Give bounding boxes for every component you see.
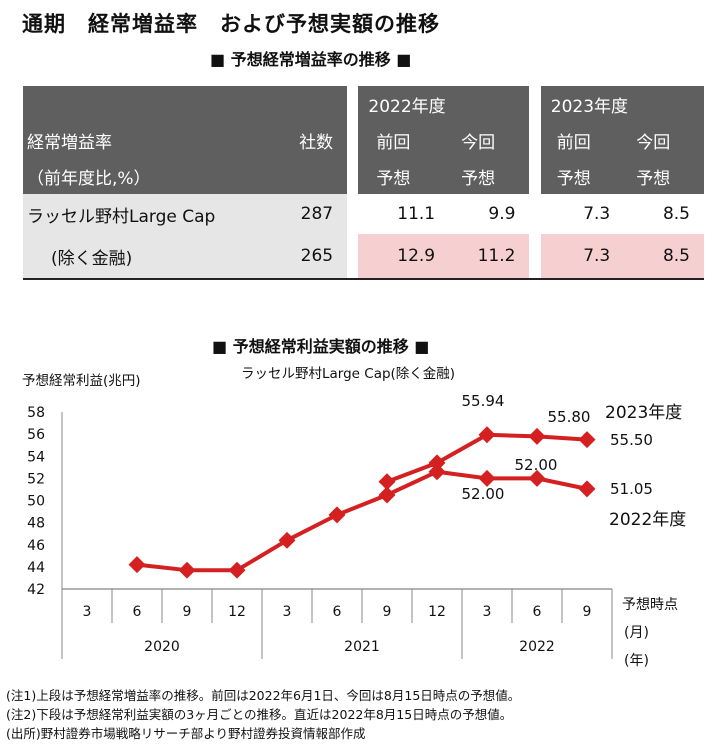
x-tick-label: 12 <box>228 604 246 620</box>
data-point <box>578 480 596 498</box>
year-unit: (年) <box>624 653 649 669</box>
year-label: 2022 <box>519 639 555 655</box>
note-2: (注2)下段は予想経常利益実額の3ヶ月ごとの推移。直近は2022年8月15日時点… <box>6 707 513 722</box>
table-row: (除く金融) 265 12.9 11.2 7.3 8.5 <box>23 234 704 280</box>
data-label: 52.00 <box>515 456 558 474</box>
fy2022-prev-header: 前回 <box>358 122 450 158</box>
fy2023-curr-header-2: 予想 <box>624 158 704 194</box>
count-header: 社数 <box>270 122 348 158</box>
y-axis-label: 予想経常利益(兆円) <box>22 373 141 389</box>
y-tick-label: 58 <box>27 405 45 421</box>
year-label: 2020 <box>144 639 180 655</box>
data-label: 51.05 <box>610 480 653 498</box>
data-label: 55.80 <box>548 408 591 426</box>
data-point <box>128 556 146 574</box>
series-label-fy2023: 2023年度 <box>605 403 682 423</box>
growth-rate-table: 2022年度 2023年度 経常増益率 社数 前回 今回 前回 今回 （前年度比… <box>23 86 704 280</box>
row-fy2023-prev: 7.3 <box>583 204 611 224</box>
chart-title: ■ 予想経常利益実額の推移 ■ <box>212 337 430 356</box>
fy2023-prev-header-2: 予想 <box>540 158 625 194</box>
series-label-fy2022: 2022年度 <box>609 510 686 530</box>
data-point <box>428 454 446 472</box>
row-fy2023-curr: 8.5 <box>624 234 704 280</box>
data-point <box>178 561 196 579</box>
x-tick-label: 9 <box>183 604 192 620</box>
row-fy2023-prev: 7.3 <box>540 234 625 280</box>
x-tick-label: 6 <box>133 604 142 620</box>
row-fy2022-curr: 11.2 <box>449 234 530 280</box>
data-point <box>378 486 396 504</box>
notes: (注1)上段は予想経常増益率の推移。前回は2022年6月1日、今回は8月15日時… <box>6 686 520 743</box>
fy2022-header: 2022年度 <box>358 86 530 122</box>
row-fy2023-curr: 8.5 <box>662 204 690 224</box>
y-tick-label: 56 <box>27 427 45 443</box>
data-point <box>528 427 546 445</box>
x-tick-label: 9 <box>383 604 392 620</box>
fy2023-prev-header: 前回 <box>540 122 625 158</box>
table-title: ■ 予想経常増益率の推移 ■ <box>210 50 412 69</box>
data-point <box>228 561 246 579</box>
data-label: 55.50 <box>610 431 653 449</box>
data-point <box>428 463 446 481</box>
y-tick-label: 42 <box>27 582 45 598</box>
data-point <box>278 531 296 549</box>
row-fy2022-prev: 12.9 <box>358 234 450 280</box>
series-line-fy2022 <box>136 469 588 573</box>
label-header-line1: 経常増益率 <box>23 122 271 158</box>
y-tick-label: 52 <box>27 471 45 487</box>
x-tick-label: 3 <box>483 604 492 620</box>
label-header-line2: （前年度比,%） <box>23 158 271 194</box>
chart-subtitle: ラッセル野村Large Cap(除く金融) <box>241 366 455 382</box>
x-tick-label: 9 <box>583 604 592 620</box>
row-name: (除く金融) <box>23 234 271 280</box>
x-tick-label: 12 <box>428 604 446 620</box>
page-title: 通期 経常増益率 および予想実額の推移 <box>22 12 440 36</box>
row-count: 265 <box>270 234 348 280</box>
fy2022-curr-header-2: 予想 <box>449 158 530 194</box>
note-1: (注1)上段は予想経常増益率の推移。前回は2022年6月1日、今回は8月15日時… <box>6 688 521 703</box>
fy2022-prev-header-2: 予想 <box>358 158 450 194</box>
note-3: (出所)野村證券市場戦略リサーチ部より野村證券投資情報部作成 <box>6 726 366 741</box>
year-label: 2021 <box>344 639 380 655</box>
data-point <box>378 473 396 491</box>
row-name: ラッセル野村Large Cap <box>23 194 271 234</box>
y-tick-label: 50 <box>27 494 45 510</box>
x-tick-label: 6 <box>333 604 342 620</box>
profit-line-chart: 予想経常利益(兆円) ラッセル野村Large Cap(除く金融) 42 44 46 48 5… <box>22 366 686 669</box>
data-point <box>578 431 596 449</box>
fy2023-curr-header: 今回 <box>624 122 704 158</box>
month-unit: (月) <box>624 625 649 641</box>
fy2022-curr-header: 今回 <box>449 122 530 158</box>
data-label: 52.00 <box>462 485 505 503</box>
data-point <box>528 469 546 487</box>
data-label: 55.94 <box>462 392 505 410</box>
x-tick-label: 3 <box>83 604 92 620</box>
y-tick-label: 54 <box>27 449 45 465</box>
x-tick-label: 3 <box>283 604 292 620</box>
row-count: 287 <box>270 194 348 234</box>
table-row: ラッセル野村Large Cap 287 11.1 9.9 7.3 8.5 <box>23 194 704 234</box>
y-tick-label: 44 <box>27 560 45 576</box>
row-fy2022-prev: 11.1 <box>397 204 436 224</box>
x-axis-title: 予想時点 <box>622 597 678 613</box>
y-tick-label: 46 <box>27 538 45 554</box>
data-point <box>478 426 496 444</box>
fy2023-header: 2023年度 <box>540 86 704 122</box>
y-tick-label: 48 <box>27 516 45 532</box>
row-fy2022-curr: 9.9 <box>488 204 516 224</box>
x-tick-label: 6 <box>533 604 542 620</box>
data-point <box>328 506 346 524</box>
